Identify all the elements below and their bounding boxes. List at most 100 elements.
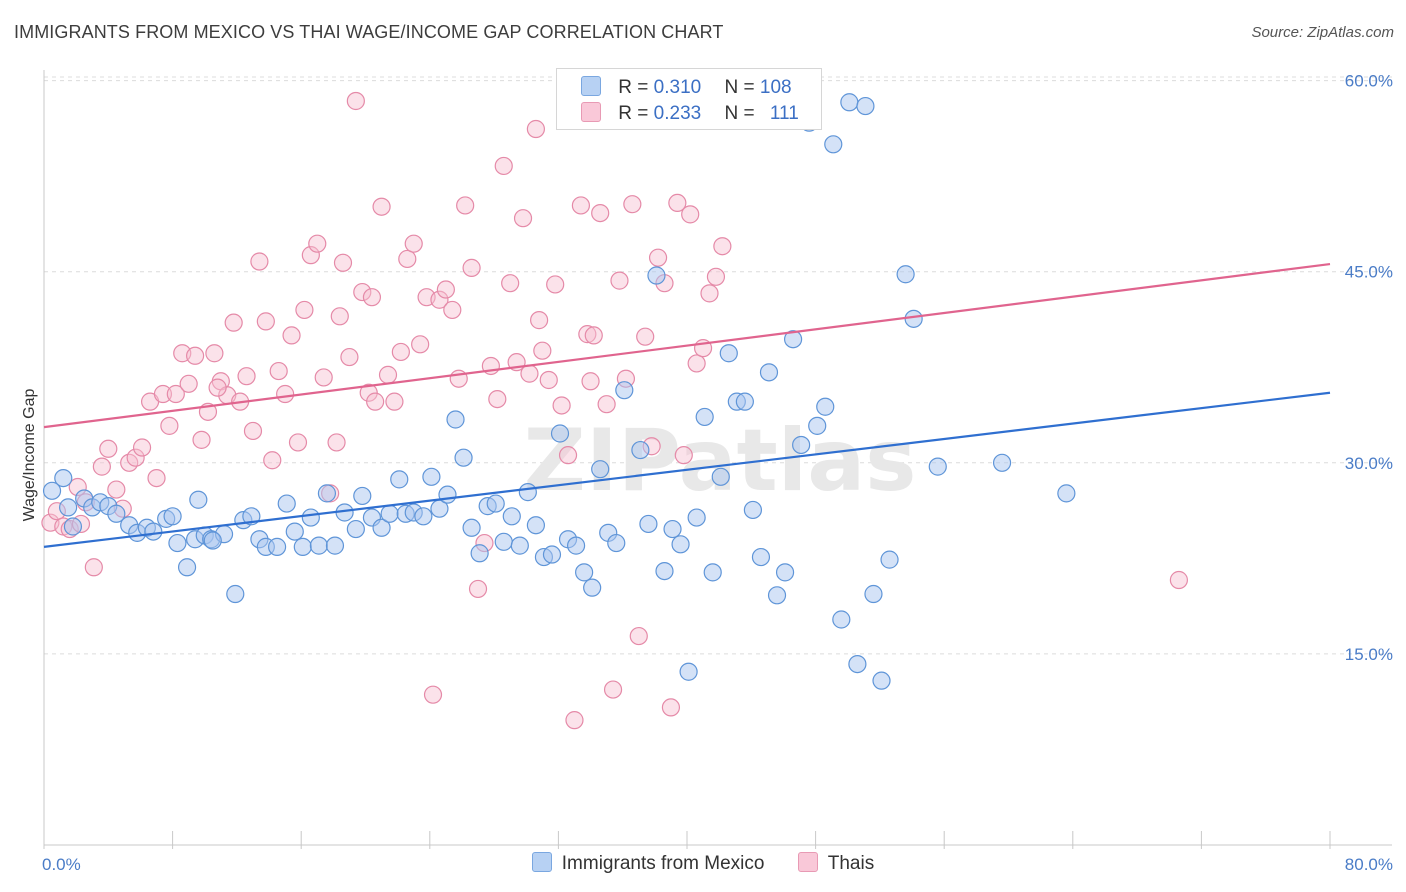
point-mexico <box>735 392 754 411</box>
point-thais <box>603 680 623 699</box>
point-mexico <box>470 544 489 563</box>
point-mexico <box>189 490 208 509</box>
point-thais <box>661 698 681 717</box>
watermark: ZIPatlas <box>524 411 917 511</box>
point-mexico <box>687 508 706 527</box>
legend-n-label: N = <box>724 77 755 98</box>
trend-line-mexico <box>43 391 1331 548</box>
point-mexico <box>42 481 62 500</box>
point-thais <box>591 203 610 223</box>
point-thais <box>494 156 513 176</box>
point-thais <box>327 433 346 452</box>
point-thais <box>674 446 693 465</box>
point-thais <box>243 421 263 441</box>
legend-label-thais: Thais <box>827 853 875 874</box>
point-thais <box>648 248 668 267</box>
point-thais <box>153 384 173 404</box>
point-thais <box>362 288 382 307</box>
x-tick-label-min: 0.0% <box>42 855 81 874</box>
point-thais <box>636 327 655 346</box>
point-thais <box>205 344 224 363</box>
point-mexico <box>226 584 245 604</box>
point-thais <box>250 252 269 271</box>
point-thais <box>186 346 205 365</box>
point-thais <box>224 313 243 332</box>
point-mexico <box>1057 484 1076 503</box>
point-thais <box>623 195 642 214</box>
legend-swatch-blue-icon <box>581 76 601 96</box>
point-mexico <box>510 536 529 555</box>
point-mexico <box>54 468 73 488</box>
trend-line-thais <box>43 262 1331 429</box>
point-mexico <box>203 531 222 550</box>
y-tick-label: 60.0% <box>1345 72 1393 91</box>
point-thais <box>288 433 308 452</box>
point-mexico <box>663 519 682 539</box>
point-thais <box>513 209 533 228</box>
point-thais <box>700 284 719 303</box>
point-mexico <box>317 484 337 503</box>
point-thais <box>166 384 185 404</box>
point-mexico <box>607 533 626 553</box>
point-thais <box>308 234 327 253</box>
point-thais <box>687 354 706 373</box>
point-thais <box>706 267 726 286</box>
point-thais <box>546 275 565 294</box>
point-thais <box>263 451 282 470</box>
point-mexico <box>719 344 738 363</box>
point-mexico <box>864 584 883 604</box>
chart-title: IMMIGRANTS FROM MEXICO VS THAI WAGE/INCO… <box>14 22 724 42</box>
point-mexico <box>575 563 594 582</box>
point-mexico <box>267 537 287 556</box>
point-thais <box>192 430 211 449</box>
point-thais <box>468 579 488 599</box>
point-thais <box>668 193 687 213</box>
point-thais <box>430 290 449 309</box>
data-points <box>41 91 1188 730</box>
point-thais <box>385 392 404 411</box>
point-thais <box>565 711 584 730</box>
point-thais <box>713 237 732 256</box>
point-mexico <box>446 410 465 429</box>
point-mexico <box>808 416 827 435</box>
legend-n-label: N = <box>724 103 755 124</box>
point-mexico <box>346 519 365 539</box>
point-mexico <box>486 494 505 513</box>
tick-labels: 15.0% 30.0% 45.0% 60.0% 0.0% 80.0% <box>42 72 1393 874</box>
point-mexico <box>542 545 562 564</box>
point-thais <box>282 326 301 345</box>
point-thais <box>378 365 398 384</box>
point-mexico <box>816 397 835 416</box>
point-thais <box>571 196 591 215</box>
point-thais <box>436 280 455 299</box>
point-thais <box>237 367 256 386</box>
point-mexico <box>759 363 779 382</box>
point-thais <box>269 361 288 381</box>
point-thais <box>456 196 475 215</box>
point-mexico <box>107 504 126 523</box>
point-mexico <box>647 266 666 285</box>
y-tick-label: 45.0% <box>1345 263 1393 282</box>
point-mexico <box>615 381 634 400</box>
point-thais <box>578 325 597 344</box>
point-thais <box>681 205 700 224</box>
point-mexico <box>655 561 674 581</box>
point-thais <box>398 249 417 269</box>
point-mexico <box>372 518 391 537</box>
point-mexico <box>494 532 513 551</box>
point-mexico <box>703 563 722 582</box>
point-thais <box>314 368 333 387</box>
point-mexico <box>168 533 187 553</box>
point-mexico <box>848 654 867 674</box>
point-mexico <box>325 536 345 555</box>
point-mexico <box>144 522 163 541</box>
point-thais <box>301 246 320 265</box>
point-thais <box>160 416 179 435</box>
point-mexico <box>679 662 698 681</box>
point-thais <box>92 457 111 476</box>
legend-r-label: R = <box>618 103 649 124</box>
point-mexico <box>904 309 923 328</box>
legend-row-thais: R = 0.233 N = 111 <box>581 102 799 126</box>
point-mexico <box>992 453 1012 472</box>
point-mexico <box>59 498 78 517</box>
